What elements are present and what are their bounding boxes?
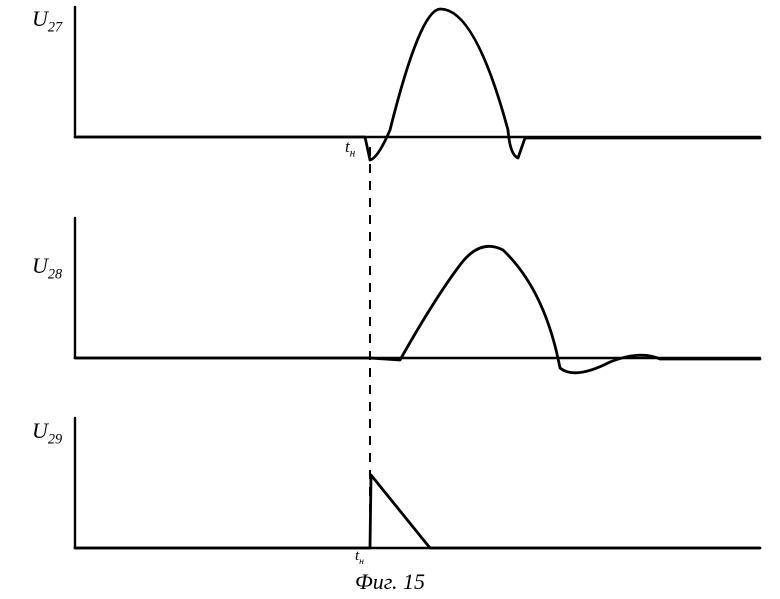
x-tick-u27: tн xyxy=(345,137,355,159)
y-label-u28: U28 xyxy=(32,253,62,283)
diagram-svg xyxy=(0,0,780,599)
y-label-u29: U29 xyxy=(32,418,62,448)
x-tick-u29: tн xyxy=(355,548,364,567)
y-label-u27: U27 xyxy=(32,6,62,36)
figure-caption: Фиг. 15 xyxy=(355,569,425,595)
